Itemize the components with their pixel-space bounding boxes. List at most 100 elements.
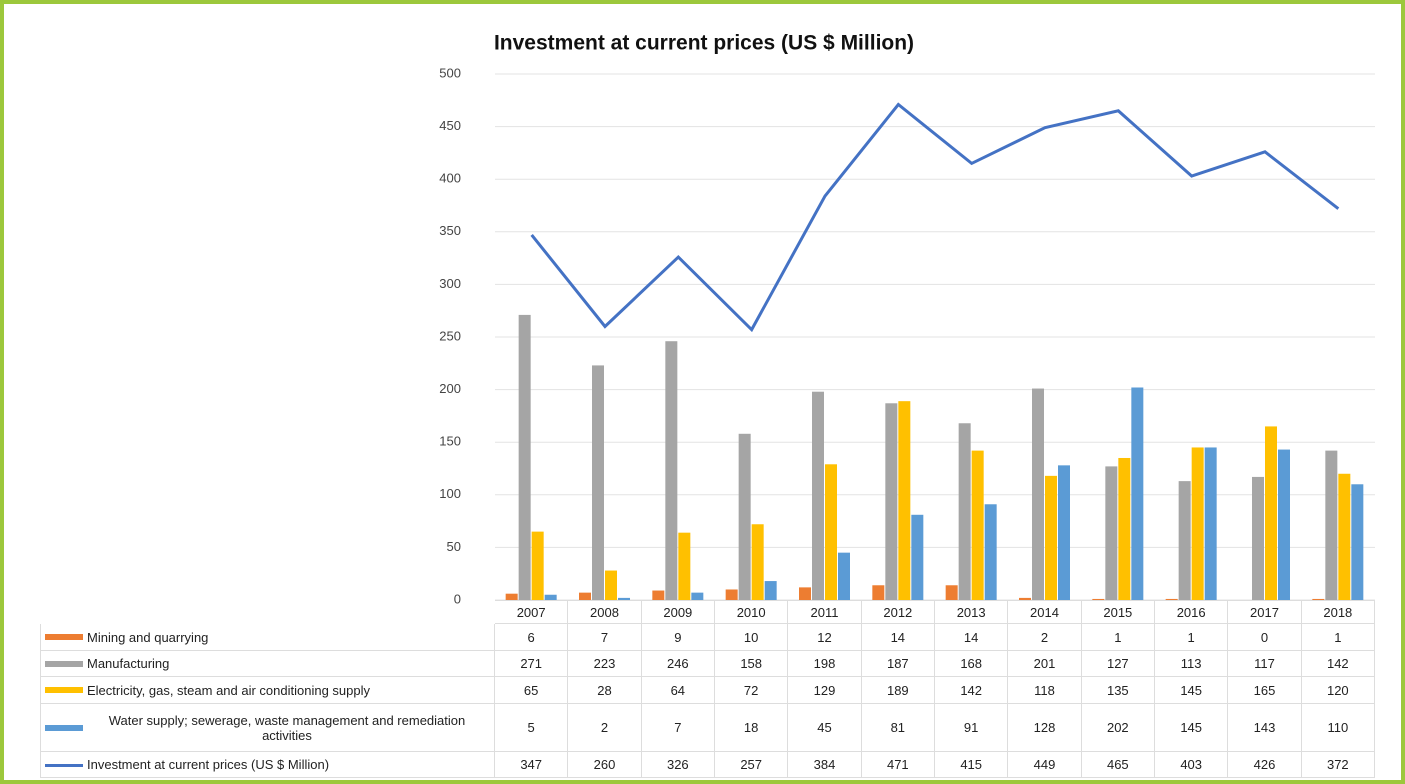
bar	[518, 314, 531, 600]
bar	[1191, 447, 1204, 600]
legend-entry: Manufacturing	[40, 651, 495, 677]
x-tick-label: 2014	[1008, 600, 1082, 624]
data-label: 128	[1008, 704, 1082, 752]
y-tick-label: 450	[439, 118, 461, 133]
legend-key	[45, 724, 83, 731]
bar	[885, 403, 898, 600]
data-label: 127	[1081, 651, 1155, 677]
data-label: 326	[641, 752, 715, 778]
legend-label: Mining and quarrying	[87, 629, 209, 645]
legend-entry: Electricity, gas, steam and air conditio…	[40, 677, 495, 704]
y-tick-label: 100	[439, 486, 461, 501]
data-label: 2	[1008, 624, 1082, 651]
data-label: 129	[788, 677, 862, 704]
bar	[1092, 598, 1105, 600]
bar	[544, 594, 557, 600]
bar	[738, 433, 751, 600]
bar	[1118, 457, 1131, 600]
bar	[1178, 481, 1191, 600]
bar	[984, 504, 997, 600]
data-label: 12	[788, 624, 862, 651]
bar	[618, 597, 630, 600]
data-label: 9	[641, 624, 715, 651]
data-label: 14	[935, 624, 1009, 651]
bar	[691, 592, 704, 600]
data-label: 347	[495, 752, 569, 778]
bar	[872, 585, 885, 600]
bar	[531, 531, 544, 600]
bar	[799, 587, 811, 600]
data-label: 246	[641, 651, 715, 677]
data-label: 415	[935, 752, 1009, 778]
data-label: 0	[1228, 624, 1302, 651]
bar	[592, 365, 604, 600]
bar	[1351, 484, 1364, 600]
y-tick-label: 300	[439, 276, 461, 291]
bar	[1338, 473, 1351, 600]
bar	[1312, 598, 1325, 600]
x-tick-label: 2015	[1081, 600, 1155, 624]
legend-key	[45, 687, 83, 693]
data-label: 64	[641, 677, 715, 704]
bar	[838, 552, 850, 600]
y-tick-label: 50	[447, 539, 461, 554]
bar	[911, 514, 924, 600]
legend-key	[45, 763, 83, 767]
data-label: 1	[1081, 624, 1155, 651]
legend-label: Water supply; sewerage, waste management…	[108, 712, 466, 743]
legend-entry: Investment at current prices (US $ Milli…	[40, 752, 495, 778]
data-label: 189	[861, 677, 935, 704]
data-label: 18	[715, 704, 789, 752]
data-label: 5	[495, 704, 569, 752]
data-label: 1	[1301, 624, 1375, 651]
bar	[1265, 426, 1277, 600]
data-label: 384	[788, 752, 862, 778]
y-tick-label: 500	[439, 65, 461, 80]
legend-entry: Mining and quarrying	[40, 624, 495, 651]
bar	[958, 423, 971, 600]
data-label: 142	[1301, 651, 1375, 677]
data-label: 117	[1228, 651, 1302, 677]
x-tick-label: 2018	[1301, 600, 1375, 624]
data-label: 65	[495, 677, 569, 704]
data-label: 142	[935, 677, 1009, 704]
legend-label: Investment at current prices (US $ Milli…	[87, 757, 330, 772]
x-tick-label: 2008	[568, 600, 642, 624]
bar	[751, 524, 764, 600]
data-label: 72	[715, 677, 789, 704]
y-tick-label: 250	[439, 328, 461, 343]
data-label: 135	[1081, 677, 1155, 704]
data-label: 187	[861, 651, 935, 677]
data-label: 81	[861, 704, 935, 752]
data-label: 7	[568, 624, 642, 651]
data-label: 91	[935, 704, 1009, 752]
data-label: 471	[861, 752, 935, 778]
bar	[678, 532, 691, 600]
y-tick-label: 350	[439, 223, 461, 238]
data-label: 6	[495, 624, 569, 651]
data-label: 223	[568, 651, 642, 677]
data-label: 14	[861, 624, 935, 651]
bar	[1278, 449, 1290, 600]
data-label: 110	[1301, 704, 1375, 752]
bar	[1105, 466, 1118, 600]
data-label: 158	[715, 651, 789, 677]
bar	[898, 401, 911, 600]
bar	[1165, 598, 1178, 600]
data-label: 28	[568, 677, 642, 704]
data-label: 120	[1301, 677, 1375, 704]
data-label: 426	[1228, 752, 1302, 778]
x-tick-label: 2012	[861, 600, 935, 624]
data-label: 143	[1228, 704, 1302, 752]
x-tick-label: 2009	[641, 600, 715, 624]
legend-key	[45, 660, 83, 667]
bar	[1252, 476, 1264, 600]
bar	[652, 590, 665, 600]
bar	[825, 464, 837, 600]
plot: Investment at current prices (US $ Milli…	[439, 32, 1375, 606]
bar	[971, 450, 984, 600]
data-label: 145	[1155, 704, 1229, 752]
data-label: 118	[1008, 677, 1082, 704]
x-tick-label: 2007	[495, 600, 569, 624]
